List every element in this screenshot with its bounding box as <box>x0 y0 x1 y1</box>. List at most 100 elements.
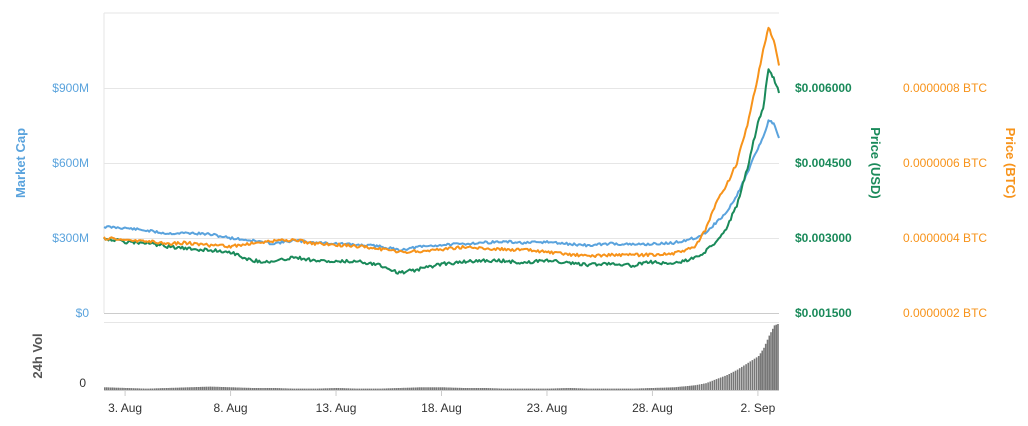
volume-bar <box>397 388 399 390</box>
volume-bar <box>182 387 185 390</box>
volume-bar <box>732 371 735 390</box>
volume-bar <box>297 388 300 390</box>
volume-bar <box>654 387 656 390</box>
volume-bar <box>749 361 752 390</box>
volume-bar <box>130 388 133 390</box>
volume-bar <box>198 387 200 390</box>
volume-bar <box>282 388 284 390</box>
volume-bar <box>395 388 398 390</box>
volume-bar <box>502 388 505 390</box>
volume-bar <box>430 387 432 390</box>
volume-bar <box>591 388 593 390</box>
volume-bar <box>362 388 365 390</box>
volume-bar <box>604 388 607 390</box>
volume-bar <box>560 388 562 390</box>
volume-bar <box>665 387 668 390</box>
volume-bar <box>257 388 259 390</box>
volume-bar <box>215 386 217 390</box>
volume-bar <box>389 388 392 390</box>
volume-bar <box>345 388 348 390</box>
volume-bar <box>150 388 152 390</box>
volume-bar <box>589 388 591 390</box>
volume-bar <box>184 387 187 390</box>
volume-bar <box>479 388 482 390</box>
volume-bar <box>169 387 171 390</box>
volume-bar <box>514 388 516 390</box>
volume-bar <box>500 388 503 390</box>
price-btc-tick-label: 0.0000004 BTC <box>903 231 987 245</box>
volume-bar <box>460 387 463 390</box>
volume-bar <box>741 366 743 390</box>
volume-bar <box>660 387 662 390</box>
volume-bar <box>472 388 474 390</box>
volume-bar <box>291 388 294 390</box>
volume-bar <box>391 388 394 390</box>
volume-bar <box>773 325 776 390</box>
volume-bar <box>703 383 705 390</box>
volume-bar <box>516 388 518 390</box>
volume-bar <box>575 388 578 390</box>
volume-bar <box>334 388 336 390</box>
volume-bar <box>105 387 108 390</box>
volume-bar <box>280 388 282 390</box>
price-btc-axis-title: Price (BTC) <box>1003 128 1018 199</box>
volume-bar <box>443 387 445 390</box>
volume-bar <box>217 386 219 390</box>
volume-bar <box>451 387 453 390</box>
volume-bar <box>228 387 231 390</box>
volume-bar <box>433 387 436 390</box>
volume-bar <box>109 387 112 390</box>
volume-bar <box>407 387 409 390</box>
x-tick-label: 3. Aug <box>108 401 142 415</box>
volume-bar <box>161 388 164 390</box>
volume-bar <box>194 387 196 390</box>
volume-bar <box>403 387 405 390</box>
volume-bar <box>623 388 626 390</box>
market-cap-axis-title: Market Cap <box>13 128 28 198</box>
volume-bar <box>552 388 555 390</box>
volume-bar <box>681 386 683 390</box>
volume-bar <box>196 387 198 390</box>
volume-bar <box>245 387 248 390</box>
volume-bar <box>121 387 123 390</box>
volume-bar <box>464 388 467 390</box>
price-usd-axis-title: Price (USD) <box>868 127 883 199</box>
volume-bar <box>303 388 305 390</box>
volume-bar <box>470 388 472 390</box>
volume-bar <box>422 387 424 390</box>
volume-bar <box>743 365 745 390</box>
volume-bar <box>119 387 121 390</box>
volume-bar <box>249 387 252 390</box>
volume-bar <box>144 388 146 390</box>
volume-bar <box>764 343 767 390</box>
volume-bar <box>556 388 559 390</box>
volume-bar <box>307 388 309 390</box>
volume-bar <box>251 388 254 390</box>
volume-bar <box>593 388 595 390</box>
volume-bar <box>745 364 747 390</box>
volume-bar <box>234 387 236 390</box>
x-tick-label: 8. Aug <box>214 401 248 415</box>
price-usd-tick-label: $0.001500 <box>795 306 852 320</box>
volume-bar <box>290 388 292 390</box>
volume-bar <box>577 388 580 390</box>
volume-bar <box>349 388 352 390</box>
volume-bar <box>305 388 307 390</box>
volume-bar <box>568 388 570 390</box>
volume-bar <box>477 388 480 390</box>
volume-bar <box>276 388 279 390</box>
volume-bar <box>550 388 553 390</box>
volume-bar <box>775 324 778 390</box>
volume-bar <box>134 388 137 390</box>
volume-bar <box>692 385 695 390</box>
volume-bar <box>662 387 664 390</box>
series-line-market-cap <box>103 119 780 252</box>
volume-bar <box>594 388 597 390</box>
volume-bar <box>468 388 470 390</box>
volume-bar <box>669 387 672 390</box>
volume-bar <box>232 387 235 390</box>
volume-bar <box>548 388 551 390</box>
volume-bar <box>355 388 357 390</box>
volume-bar <box>690 385 693 390</box>
volume-bar <box>205 386 208 390</box>
